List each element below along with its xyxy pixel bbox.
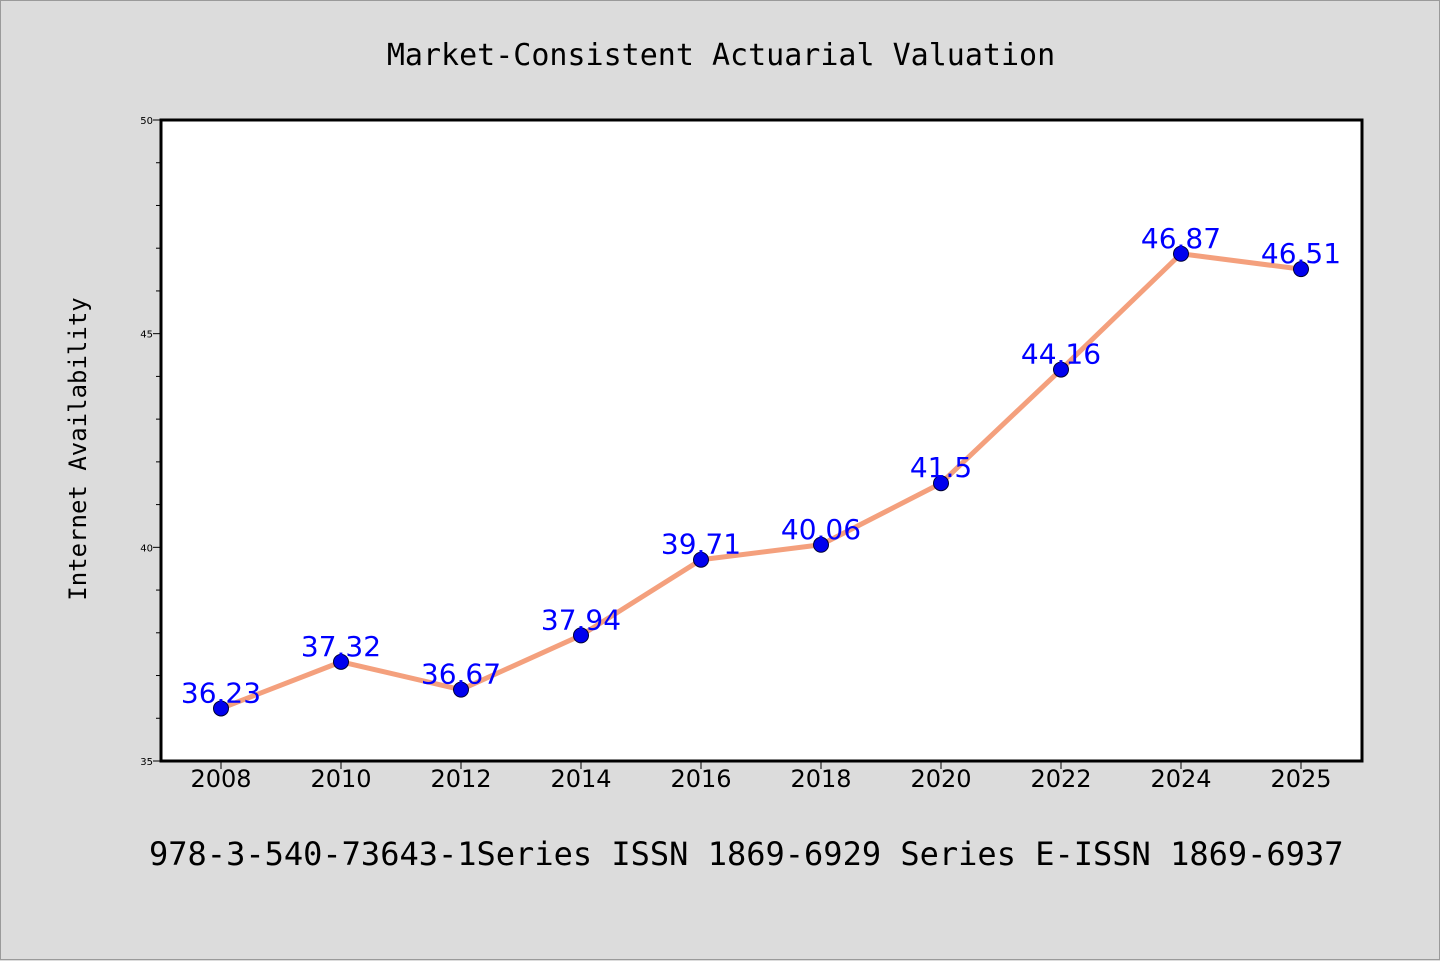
data-point [933,475,949,492]
plot-area [159,118,1364,763]
data-point [213,700,229,717]
x-tick-label: 2012 [430,765,491,793]
x-tick-label: 2014 [550,765,611,793]
footer-text: 978-3-540-73643-1Series ISSN 1869-6929 S… [149,835,1343,873]
data-point [813,536,829,553]
x-tick-label: 2022 [1030,765,1091,793]
x-tick-label: 2020 [910,765,971,793]
data-label: 37.32 [301,630,381,663]
data-point [1293,261,1309,278]
data-point [1053,361,1069,378]
x-tick-label: 2016 [670,765,731,793]
chart-title: Market-Consistent Actuarial Valuation [387,38,1055,73]
y-tick-label: 40 [140,543,153,554]
x-tick-label: 2010 [310,765,371,793]
data-markers [213,245,1309,717]
y-tick-label: 45 [140,330,153,341]
x-tick-label: 2008 [190,765,251,793]
data-label: 40.06 [781,513,861,546]
data-labels: 36.23 37.32 36.67 37.94 39.71 40.06 41.5 44.16 4… [181,222,1341,710]
y-tick-label: 50 [140,116,153,127]
data-point [693,551,709,568]
x-tick-label: 2025 [1270,765,1331,793]
data-point [333,653,349,670]
y-axis-label: Internet Availability [64,297,92,600]
series-line-group [218,251,1304,711]
data-label: 41.5 [910,451,972,484]
data-label: 44.16 [1021,338,1101,371]
y-axis-ticks: 35 40 45 50 [140,116,161,768]
x-tick-label: 2024 [1150,765,1211,793]
data-label: 36.23 [181,676,261,709]
data-label: 39.71 [661,528,741,561]
series-line [218,251,1304,711]
x-axis-ticks: 2008 2010 2012 2014 2016 2018 2020 2022 2024 2025 [190,761,1332,793]
y-tick-label: 35 [140,757,153,768]
data-point [1173,245,1189,262]
data-label: 46.51 [1261,237,1341,270]
data-point [453,681,469,698]
data-label: 37.94 [541,603,621,636]
data-point [573,627,589,644]
data-label: 46.87 [1141,222,1221,255]
data-label: 36.67 [421,658,501,691]
x-tick-label: 2018 [790,765,851,793]
